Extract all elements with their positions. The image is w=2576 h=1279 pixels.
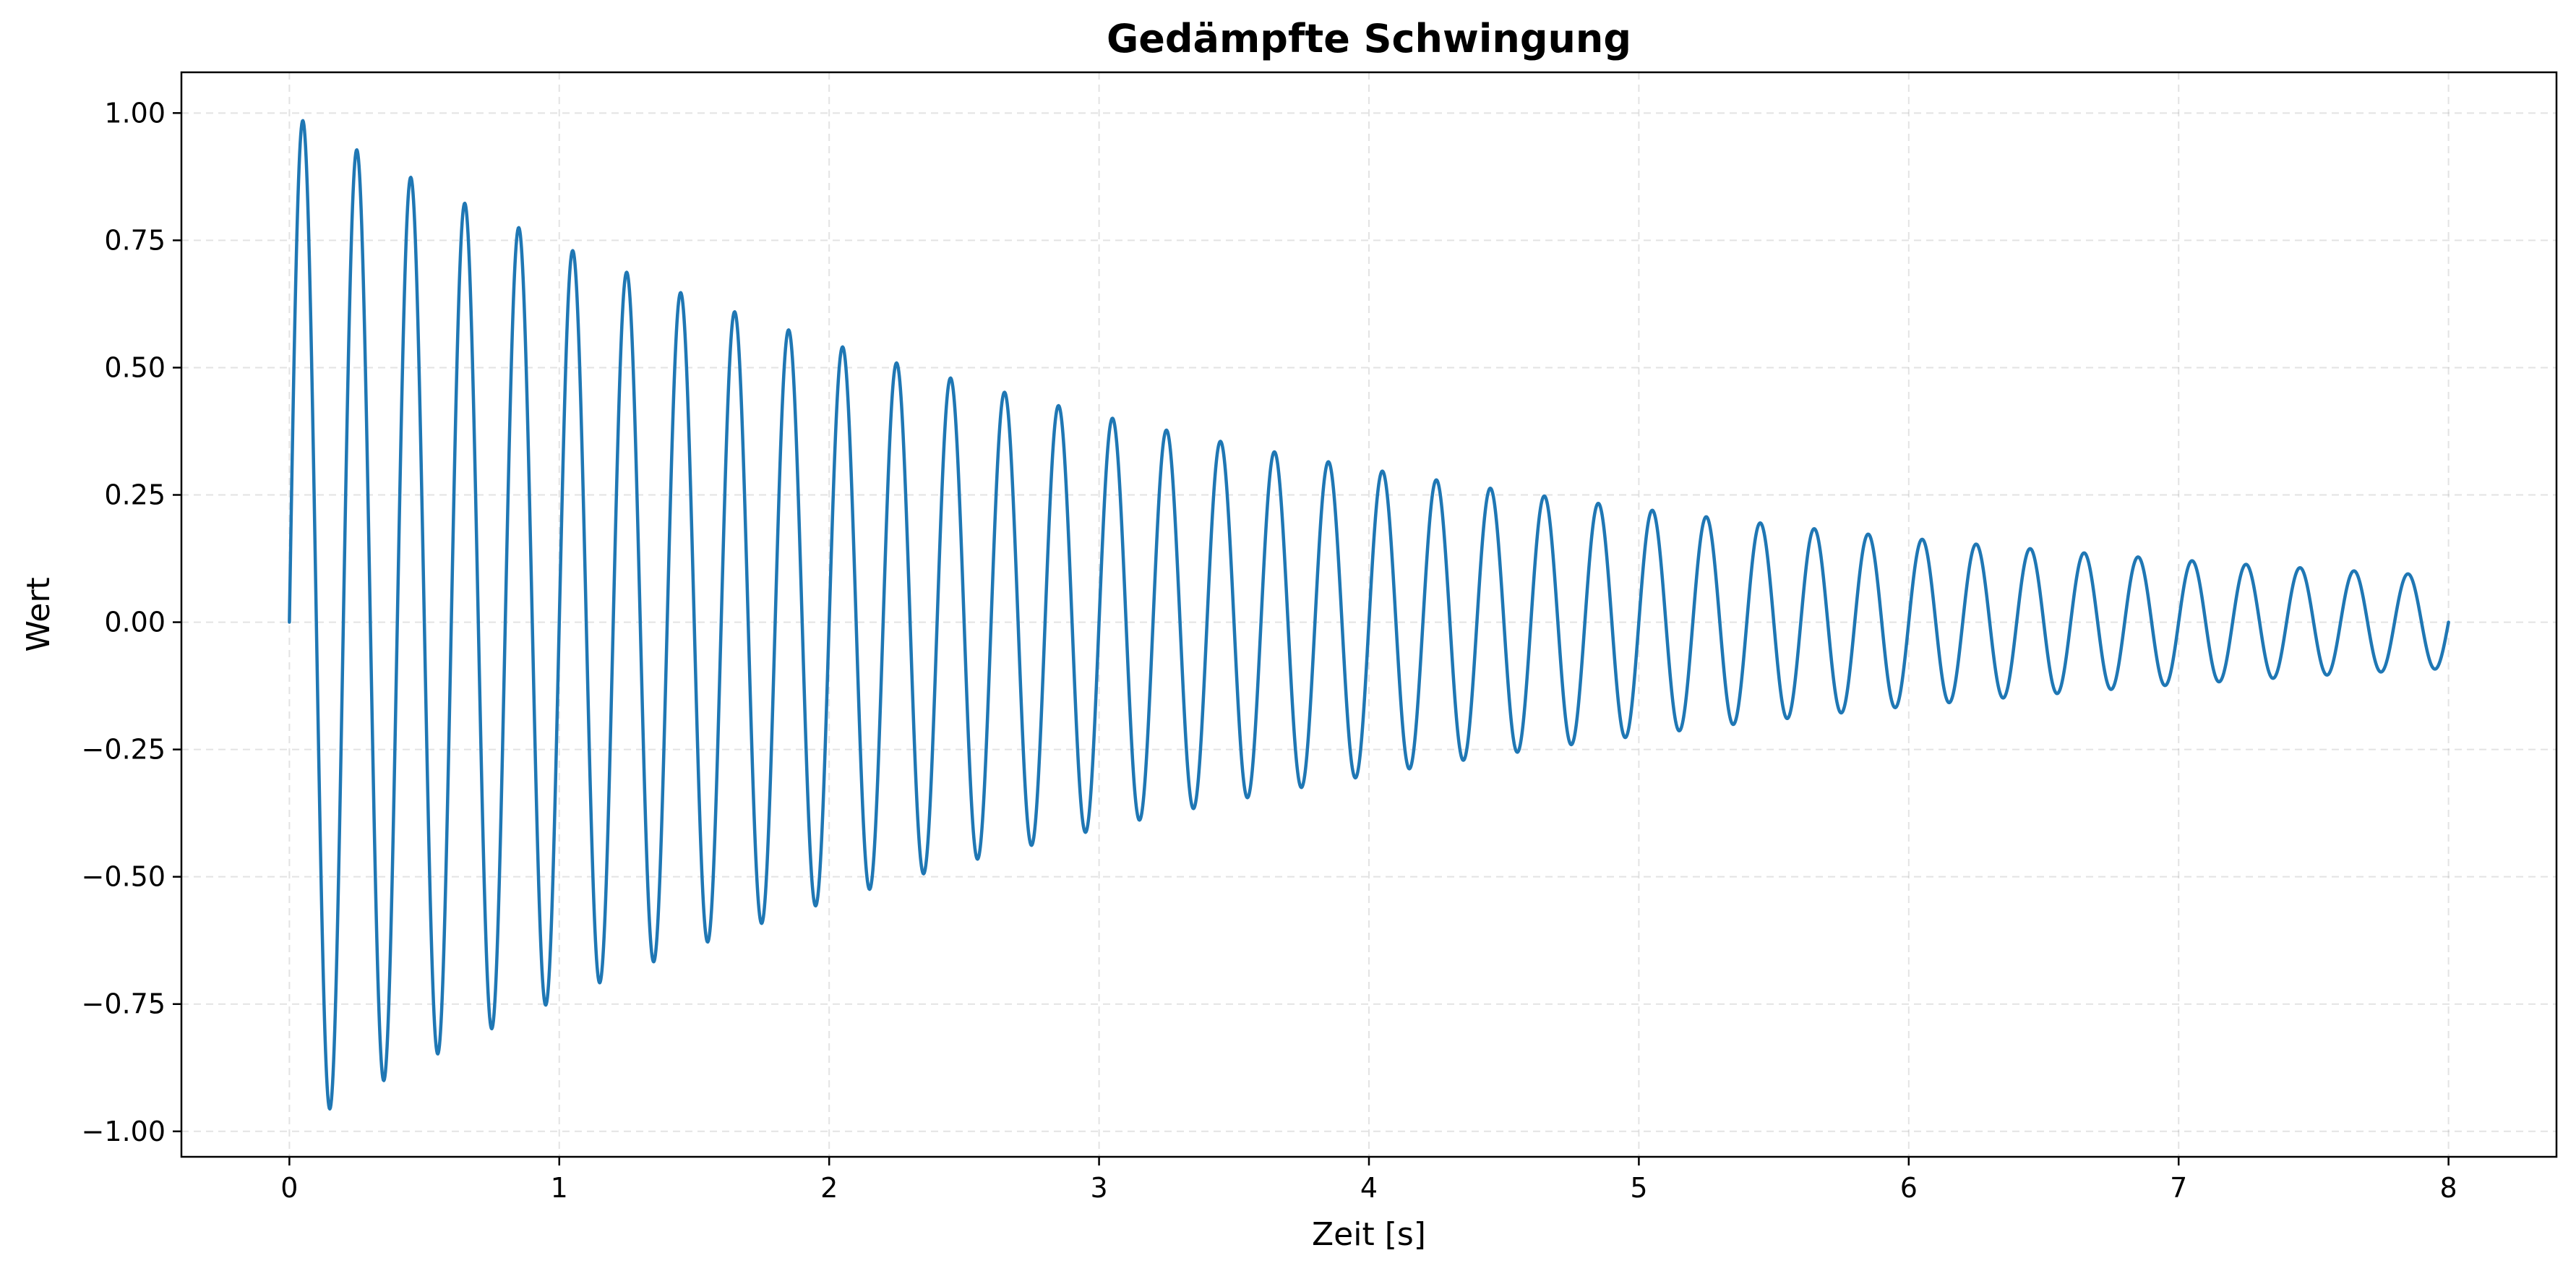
series-line-damped-oscillation [288,119,2450,1111]
x-tick-label: 4 [1360,1172,1378,1204]
x-axis-ticks: 0 1 2 3 4 5 6 7 8 [280,1157,2457,1204]
x-tick-label: 7 [2170,1172,2187,1204]
x-tick-label: 5 [1630,1172,1647,1204]
y-tick-label: 0.50 [104,351,166,383]
y-tick-label: −1.00 [82,1116,166,1147]
y-tick-label: −0.75 [82,988,166,1020]
y-tick-label: −0.25 [82,734,166,766]
series-layer [288,119,2450,1111]
x-tick-label: 8 [2440,1172,2457,1204]
x-tick-label: 2 [820,1172,838,1204]
y-axis-ticks: −1.00 −0.75 −0.50 −0.25 0.00 0.25 0.50 0.75 1.00 [82,97,181,1147]
y-tick-label: 0.25 [104,479,166,511]
x-tick-label: 6 [1900,1172,1918,1204]
y-tick-label: −0.50 [82,861,166,893]
chart-title: Gedämpfte Schwingung [1107,16,1631,61]
y-tick-label: 0.75 [104,224,166,256]
x-tick-label: 3 [1090,1172,1107,1204]
y-tick-label: 0.00 [104,607,166,638]
x-tick-label: 0 [280,1172,298,1204]
x-axis-label: Zeit [s] [1312,1216,1426,1253]
x-tick-label: 1 [551,1172,568,1204]
y-tick-label: 1.00 [104,97,166,129]
y-axis-label: Wert [20,577,57,651]
